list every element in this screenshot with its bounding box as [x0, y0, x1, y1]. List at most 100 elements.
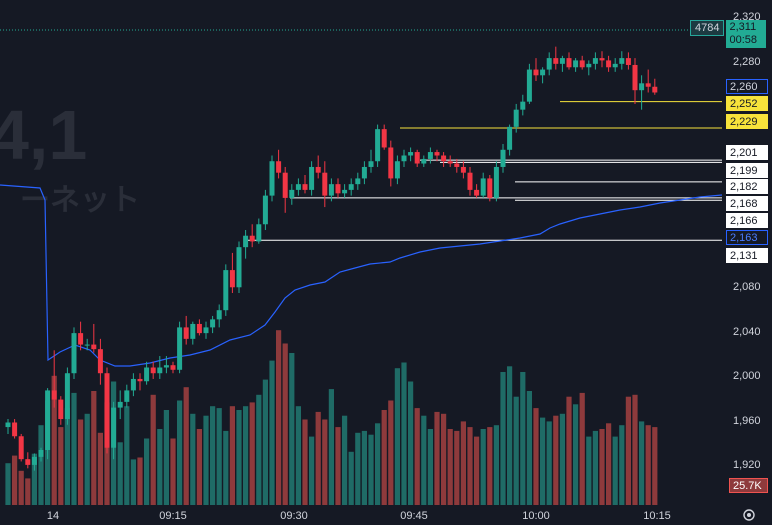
volume-bar — [546, 421, 552, 505]
candle-body — [474, 189, 480, 196]
x-tick-label: 14 — [46, 510, 60, 522]
volume-bar — [223, 430, 229, 505]
price-level-tag: 2,252 — [726, 96, 768, 111]
candle-body — [586, 63, 592, 68]
candle-body — [592, 58, 598, 64]
candle-body — [97, 349, 103, 374]
candle-body — [302, 184, 308, 190]
volume-bar — [559, 413, 565, 505]
volume-bar — [434, 411, 440, 505]
candle-body — [249, 235, 255, 242]
volume-bar — [368, 434, 374, 505]
volume-bar — [639, 421, 645, 505]
volume-bar — [25, 478, 31, 505]
volume-bar — [533, 408, 539, 505]
volume-bar — [652, 427, 658, 505]
candle-body — [408, 152, 414, 156]
volume-bar — [421, 415, 427, 505]
candle-body — [91, 344, 97, 350]
candle-body — [262, 195, 268, 225]
volume-bar — [586, 436, 592, 505]
candle-body — [78, 333, 84, 345]
volume-bar — [573, 404, 579, 505]
candle-body — [104, 373, 110, 448]
candle-body — [18, 436, 24, 460]
bar-countdown: 00:58 — [729, 34, 758, 46]
candle-body — [467, 172, 473, 190]
candle-body — [368, 161, 374, 167]
volume-bar — [474, 436, 480, 505]
candle-body — [130, 378, 136, 391]
candle-body — [309, 166, 315, 190]
price-level-tag: 2,182 — [726, 179, 768, 194]
x-tick-label: 10:15 — [643, 510, 671, 522]
candle-body — [150, 367, 156, 374]
candle-body — [335, 184, 341, 194]
volume-bar — [441, 413, 447, 505]
candle-body — [414, 152, 420, 164]
y-tick-label: 2,080 — [733, 281, 761, 293]
volume-bar — [408, 381, 414, 505]
volume-bar — [500, 372, 506, 505]
candle-body — [144, 367, 150, 382]
candle-body — [71, 333, 77, 374]
candle-body — [625, 58, 631, 65]
candle-body — [375, 129, 381, 162]
volume-bar — [51, 375, 57, 505]
candle-body — [388, 147, 394, 179]
volume-bar — [18, 470, 24, 505]
x-tick-label: 10:00 — [522, 510, 550, 522]
volume-bar — [137, 457, 143, 505]
candle-body — [203, 327, 209, 334]
volume-bar — [130, 459, 136, 505]
volume-bar — [190, 413, 196, 505]
volume-bar — [388, 400, 394, 505]
volume-bar — [507, 366, 513, 505]
volume-bar — [619, 425, 625, 505]
volume-bar — [249, 402, 255, 505]
volume-bar — [513, 396, 519, 505]
volume-bar — [592, 430, 598, 505]
candle-body — [256, 224, 262, 242]
volume-bar — [414, 408, 420, 505]
candle-body — [5, 422, 11, 428]
candle-body — [51, 390, 57, 400]
price-level-tag: 2,229 — [726, 114, 768, 129]
candle-body — [342, 189, 348, 194]
volume-bar — [262, 379, 268, 505]
volume-bar — [480, 429, 486, 505]
settings-icon[interactable] — [742, 508, 756, 522]
candle-body — [117, 401, 123, 408]
volume-bar — [229, 406, 235, 505]
candle-body — [434, 152, 440, 156]
price-level-tag: 2,199 — [726, 163, 768, 178]
volume-bar — [5, 463, 11, 505]
volume-bar — [553, 415, 559, 505]
price-level-tag: 2,163 — [726, 230, 768, 245]
volume-bar — [150, 394, 156, 505]
volume-bar — [203, 415, 209, 505]
volume-bar — [170, 438, 176, 505]
volume-bar — [97, 432, 103, 505]
y-tick-label: 1,960 — [733, 415, 761, 427]
candle-body — [559, 58, 565, 64]
volume-bar — [104, 402, 110, 505]
candle-body — [573, 60, 579, 68]
volume-bar — [342, 415, 348, 505]
candle-body — [401, 155, 407, 162]
candle-body — [441, 155, 447, 162]
candle-body — [243, 235, 249, 248]
volume-bar — [157, 429, 163, 505]
volume-bar — [625, 396, 631, 505]
candle-body — [381, 129, 387, 148]
volume-bar — [216, 408, 222, 505]
volume-bar — [467, 427, 473, 505]
volume-bar — [12, 455, 18, 505]
volume-bar — [579, 392, 585, 505]
candle-body — [507, 126, 513, 150]
candle-body — [421, 158, 427, 164]
volume-bar — [328, 389, 334, 505]
candle-body — [394, 161, 400, 179]
